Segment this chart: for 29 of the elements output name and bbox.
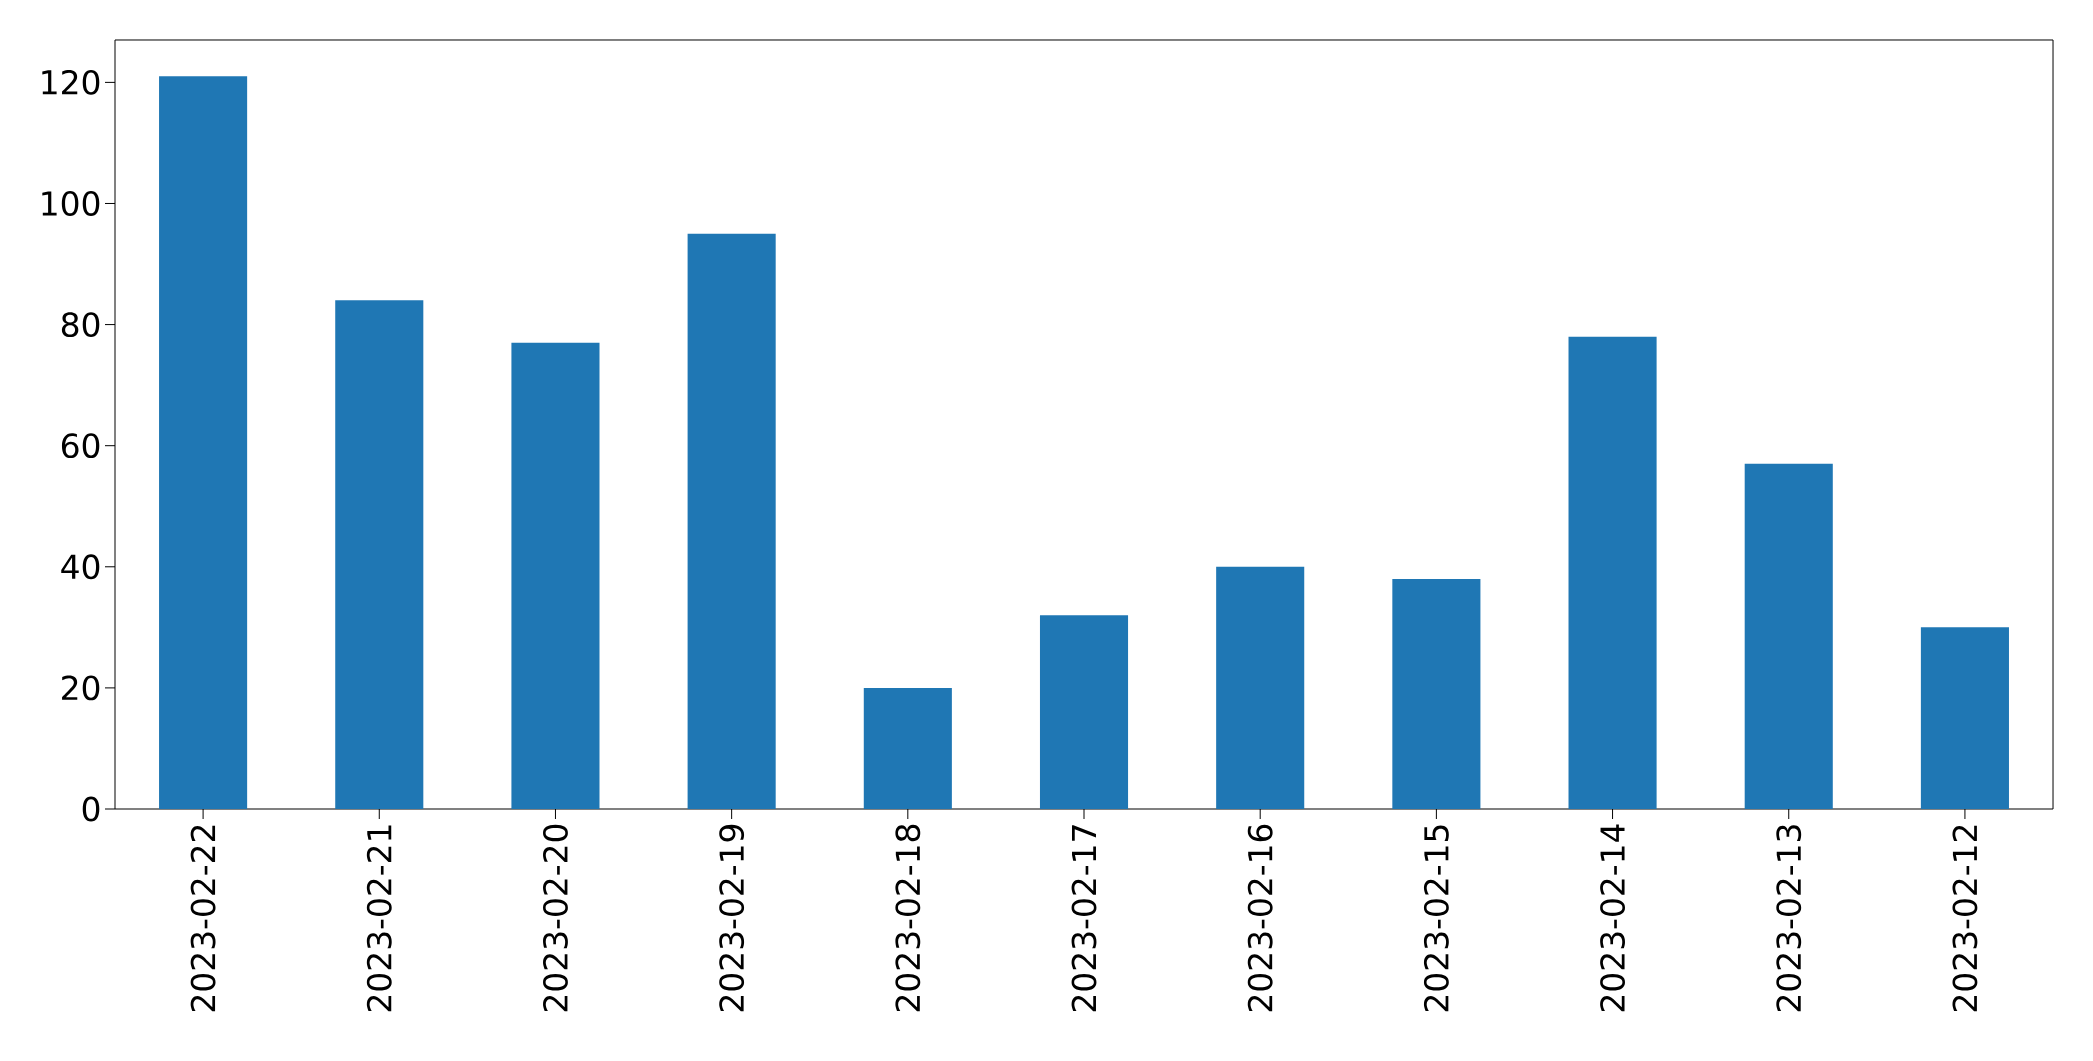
y-tick-label: 0 [82, 796, 100, 822]
bar [335, 300, 424, 809]
x-tick-label: 2023-02-14 [1600, 824, 1625, 1012]
bar [1744, 463, 1833, 809]
x-tick-label: 2023-02-21 [366, 825, 392, 1012]
x-tick-label: 2023-02-19 [719, 824, 745, 1012]
x-tick-label: 2023-02-15 [1423, 825, 1449, 1012]
x-tick-label: 2023-02-22 [190, 825, 216, 1012]
x-tick-label: 2023-02-12 [1952, 825, 1978, 1012]
y-tick-label: 100 [42, 191, 100, 216]
x-tick-label: 2023-02-17 [1071, 825, 1097, 1012]
bar [1039, 615, 1129, 809]
bar [863, 687, 952, 809]
bar [511, 342, 600, 809]
bar [1568, 336, 1657, 809]
x-tick-label: 2023-02-13 [1776, 825, 1802, 1012]
bar [1392, 578, 1481, 809]
x-tick-label: 2023-02-20 [543, 824, 568, 1012]
bar [1216, 566, 1305, 809]
bar [159, 76, 248, 809]
x-tick-label: 2023-02-18 [895, 824, 921, 1012]
y-tick-label: 80 [61, 312, 100, 338]
x-tick-label: 2023-02-16 [1247, 824, 1273, 1012]
bar [687, 233, 776, 809]
y-tick-label: 60 [61, 433, 100, 459]
y-tick-label: 120 [42, 69, 100, 95]
y-tick-label: 20 [62, 675, 100, 701]
y-tick-label: 40 [61, 554, 100, 580]
bar [1920, 627, 2009, 809]
